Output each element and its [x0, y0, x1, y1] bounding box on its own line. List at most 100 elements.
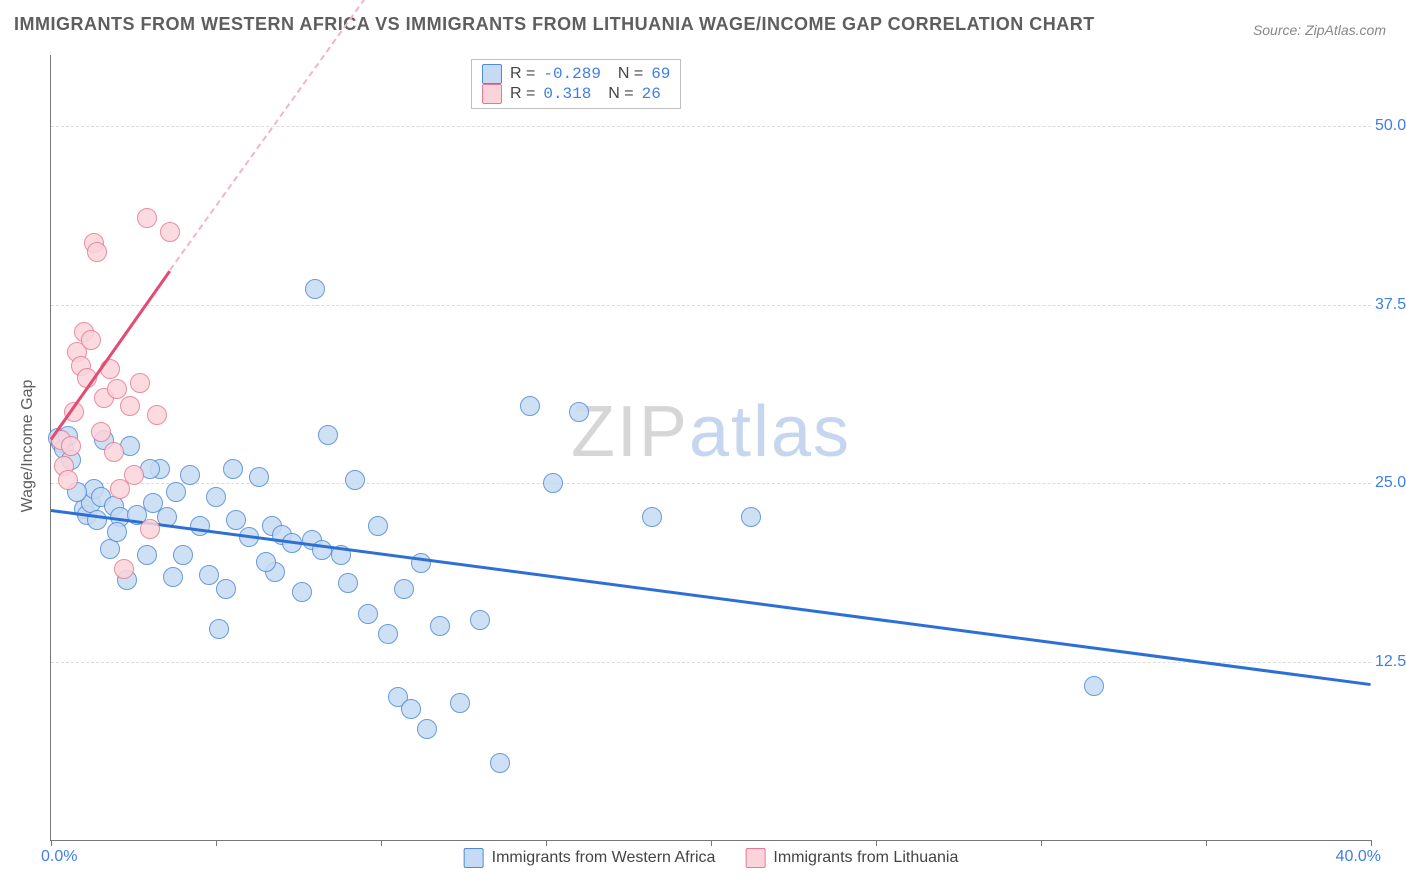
data-point [199, 565, 219, 585]
data-point [120, 396, 140, 416]
data-point [130, 373, 150, 393]
data-point [256, 552, 276, 572]
data-point [642, 507, 662, 527]
legend-r-value: -0.289 [543, 65, 601, 83]
chart-container: IMMIGRANTS FROM WESTERN AFRICA VS IMMIGR… [0, 0, 1406, 892]
data-point [401, 699, 421, 719]
legend-item: Immigrants from Lithuania [745, 848, 958, 868]
chart-title: IMMIGRANTS FROM WESTERN AFRICA VS IMMIGR… [14, 14, 1095, 35]
data-point [114, 559, 134, 579]
legend-n-label: N = [609, 65, 643, 83]
x-axis-min-label: 0.0% [41, 848, 77, 866]
data-point [394, 579, 414, 599]
data-point [430, 616, 450, 636]
legend-label: Immigrants from Western Africa [492, 849, 716, 867]
correlation-legend: R = -0.289 N = 69 R = 0.318 N = 26 [471, 59, 681, 109]
legend-n-value: 26 [642, 85, 661, 103]
x-tick [546, 840, 547, 846]
data-point [249, 467, 269, 487]
legend-label: Immigrants from Lithuania [773, 849, 958, 867]
data-point [450, 693, 470, 713]
data-point [470, 610, 490, 630]
data-point [81, 330, 101, 350]
legend-swatch [482, 84, 502, 104]
source-attribution: Source: ZipAtlas.com [1253, 22, 1386, 38]
data-point [147, 405, 167, 425]
data-point [206, 487, 226, 507]
watermark-part1: ZIP [571, 392, 689, 472]
data-point [124, 465, 144, 485]
data-point [216, 579, 236, 599]
legend-r-label: R = [510, 65, 535, 83]
data-point [292, 582, 312, 602]
x-tick [1041, 840, 1042, 846]
watermark-part2: atlas [689, 392, 851, 472]
y-tick-label: 25.0% [1375, 474, 1406, 492]
x-tick [51, 840, 52, 846]
plot-area: ZIPatlas R =-0.289 N =69R = 0.318 N =26 … [50, 55, 1371, 841]
legend-swatch [464, 848, 484, 868]
legend-stat-row: R = -0.289 N = 69 [482, 64, 670, 84]
x-tick [876, 840, 877, 846]
data-point [223, 459, 243, 479]
data-point [180, 465, 200, 485]
data-point [173, 545, 193, 565]
data-point [358, 604, 378, 624]
legend-stat-row: R = 0.318 N = 26 [482, 84, 670, 104]
grid-line [51, 662, 1371, 663]
data-point [338, 573, 358, 593]
x-tick [1371, 840, 1372, 846]
legend-r-value: 0.318 [543, 85, 591, 103]
data-point [137, 208, 157, 228]
legend-swatch [482, 64, 502, 84]
legend-item: Immigrants from Western Africa [464, 848, 716, 868]
data-point [569, 402, 589, 422]
watermark: ZIPatlas [571, 391, 851, 473]
legend-r-label: R = [510, 85, 535, 103]
x-tick [711, 840, 712, 846]
data-point [166, 482, 186, 502]
data-point [378, 624, 398, 644]
x-tick [381, 840, 382, 846]
data-point [305, 279, 325, 299]
data-point [58, 470, 78, 490]
data-point [417, 719, 437, 739]
y-tick-label: 37.5% [1375, 296, 1406, 314]
grid-line [51, 305, 1371, 306]
data-point [1084, 676, 1104, 696]
data-point [520, 396, 540, 416]
data-point [345, 470, 365, 490]
data-point [490, 753, 510, 773]
data-point [61, 436, 81, 456]
grid-line [51, 126, 1371, 127]
y-axis-label: Wage/Income Gap [19, 380, 37, 513]
data-point [107, 379, 127, 399]
legend-n-value: 69 [651, 65, 670, 83]
data-point [741, 507, 761, 527]
data-point [107, 522, 127, 542]
series-legend: Immigrants from Western Africa Immigrants… [464, 848, 959, 868]
data-point [209, 619, 229, 639]
data-point [140, 519, 160, 539]
legend-n-label: N = [599, 85, 633, 103]
x-tick [216, 840, 217, 846]
trend-line [169, 0, 365, 271]
y-tick-label: 50.0% [1375, 117, 1406, 135]
trend-line [51, 509, 1371, 686]
data-point [226, 510, 246, 530]
data-point [163, 567, 183, 587]
legend-swatch [745, 848, 765, 868]
data-point [160, 222, 180, 242]
data-point [91, 422, 111, 442]
data-point [137, 545, 157, 565]
grid-line [51, 483, 1371, 484]
x-axis-max-label: 40.0% [1336, 848, 1381, 866]
x-tick [1206, 840, 1207, 846]
data-point [190, 516, 210, 536]
data-point [543, 473, 563, 493]
y-tick-label: 12.5% [1375, 653, 1406, 671]
data-point [100, 539, 120, 559]
data-point [368, 516, 388, 536]
data-point [318, 425, 338, 445]
data-point [104, 442, 124, 462]
